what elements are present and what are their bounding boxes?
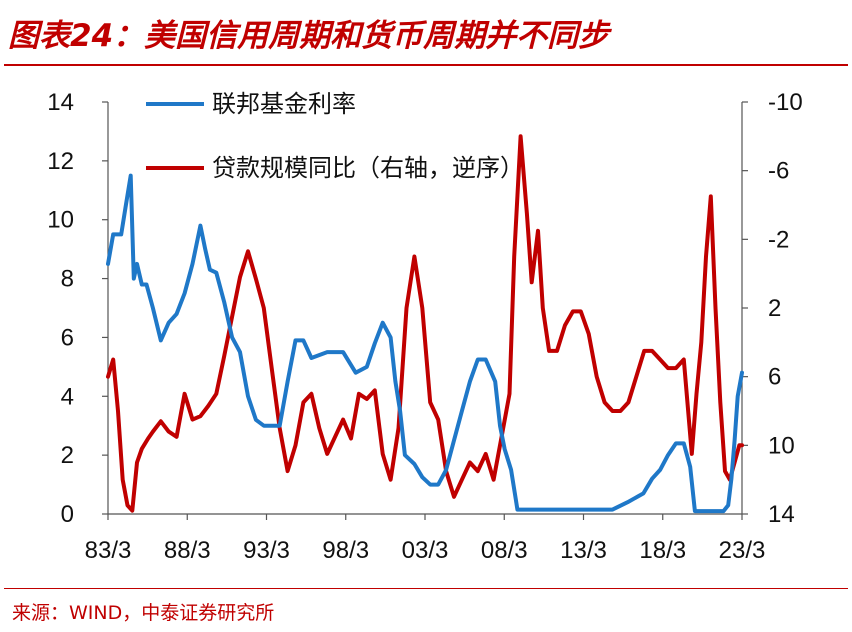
right-axis-tick-label: 2 [768, 295, 781, 322]
right-axis-tick-label: -2 [768, 226, 789, 253]
left-axis-tick-label: 4 [61, 383, 74, 410]
x-axis-tick-label: 18/3 [639, 537, 686, 564]
legend-label-fed-funds: 联邦基金利率 [212, 90, 356, 118]
right-axis-tick-label: -6 [768, 158, 789, 185]
loan-growth-line [106, 134, 744, 513]
left-axis-tick-label: 0 [61, 501, 74, 528]
right-axis-tick-label: 6 [768, 364, 781, 391]
chart-title: 图表24：美国信用周期和货币周期并不同步 [8, 18, 610, 54]
left-axis-tick-label: 12 [47, 148, 74, 175]
right-axis-tick-label: -10 [768, 89, 803, 116]
left-axis-tick-label: 8 [61, 266, 74, 293]
right-axis-tick-label: 14 [768, 501, 795, 528]
legend-label-loan-growth: 贷款规模同比（右轴，逆序） [212, 154, 524, 182]
x-axis-tick-label: 08/3 [481, 537, 528, 564]
x-axis-tick-label: 03/3 [402, 537, 449, 564]
right-axis-tick-label: 10 [768, 432, 795, 459]
x-axis-tick-label: 88/3 [164, 537, 211, 564]
footer-divider [4, 588, 848, 589]
x-axis-tick-label: 13/3 [560, 537, 607, 564]
x-axis-tick-label: 23/3 [719, 537, 766, 564]
x-axis-tick-label: 98/3 [322, 537, 369, 564]
left-axis-tick-label: 6 [61, 324, 74, 351]
x-axis-tick-label: 83/3 [85, 537, 132, 564]
x-axis-tick-label: 93/3 [243, 537, 290, 564]
title-divider [4, 64, 848, 66]
left-axis-tick-label: 10 [47, 207, 74, 234]
left-axis-tick-label: 14 [47, 89, 74, 116]
fed-funds-rate-line [106, 173, 744, 514]
left-axis-tick-label: 2 [61, 442, 74, 469]
source-note: 来源：WIND，中泰证券研究所 [12, 602, 275, 624]
